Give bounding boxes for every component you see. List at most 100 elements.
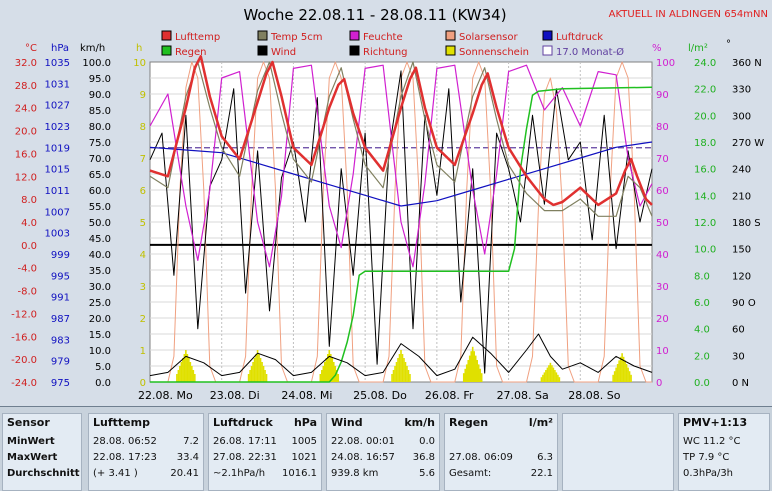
sun-tick: 0 xyxy=(140,378,146,389)
series-feuchte xyxy=(149,64,653,268)
legend: Lufttemp Temp 5cm Feuchte Solarsensor Luftdr… xyxy=(161,30,624,58)
sunshine-bar xyxy=(177,370,180,382)
info-label-max: MaxWert xyxy=(7,452,58,463)
humidity-tick: 10 xyxy=(656,346,669,357)
wind-min-time: 22.08. 00:01 xyxy=(331,436,395,447)
humidity-tick: 90 xyxy=(656,90,669,101)
legend-swatch xyxy=(161,30,172,41)
temp-tick: 16.0 xyxy=(15,149,37,160)
wind-tick: 60.0 xyxy=(89,186,111,197)
pressure-tick: 991 xyxy=(51,293,70,304)
sunshine-bar xyxy=(477,364,480,382)
wind-tick: 45.0 xyxy=(89,234,111,245)
regen-total-value: 22.1 xyxy=(530,468,553,479)
pressure-tick: 979 xyxy=(51,357,70,368)
sunshine-bar xyxy=(462,373,465,382)
sunshine-bar xyxy=(397,358,399,382)
rain-tick: 4.0 xyxy=(694,325,710,336)
sunshine-bar xyxy=(258,354,260,382)
sunshine-bar xyxy=(265,374,268,382)
sunshine-bar xyxy=(250,366,253,382)
info-sensor-column: Sensor MinWert MaxWert Durchschnitt xyxy=(2,413,82,491)
pressure-tick: 1031 xyxy=(45,79,70,90)
direction-tick: 120 xyxy=(732,271,751,282)
sunshine-bar xyxy=(176,374,178,382)
wind-max-time: 24.08. 16:57 xyxy=(331,452,395,463)
temp-tick: -8.0 xyxy=(17,287,37,298)
rain-tick: 16.0 xyxy=(694,165,716,176)
legend-label: Richtung xyxy=(363,47,408,58)
legend-label: Temp 5cm xyxy=(270,32,322,43)
wind-tick: 90.0 xyxy=(89,90,111,101)
sun-tick: 4 xyxy=(140,250,146,261)
temp-tick: 28.0 xyxy=(15,81,37,92)
sunshine-bar xyxy=(337,374,340,382)
sunshine-bar xyxy=(409,374,411,382)
pressure-tick: 1011 xyxy=(45,186,70,197)
day-label: 28.08. So xyxy=(568,389,620,402)
pressure-tick: 987 xyxy=(51,314,70,325)
humidity-tick: 20 xyxy=(656,314,669,325)
sunshine-bar xyxy=(551,365,553,382)
regen-max-time: 27.08. 06:09 xyxy=(449,452,513,463)
rain-unit-label: l/m² xyxy=(688,43,708,54)
regen-max-value: 6.3 xyxy=(537,452,553,463)
temp-tick: -16.0 xyxy=(11,332,37,343)
direction-tick: 300 xyxy=(732,111,751,122)
wind-tick: 30.0 xyxy=(89,282,111,293)
rain-tick: 24.0 xyxy=(694,58,716,69)
humidity-tick: 60 xyxy=(656,186,669,197)
info-lufttemp: Lufttemp 28.08. 06:52 7.2 22.08. 17:23 3… xyxy=(88,413,204,491)
sun-tick: 10 xyxy=(133,58,146,69)
pressure-tick: 1015 xyxy=(45,165,70,176)
sunshine-bar xyxy=(558,377,561,382)
temp-tick: -24.0 xyxy=(11,378,37,389)
temp-unit-label: °C xyxy=(25,43,37,54)
legend-label: Luftdruck xyxy=(556,32,603,43)
pmv-pressure-trend: 0.3hPa/3h xyxy=(683,468,734,479)
sunshine-bar xyxy=(329,354,332,382)
sunshine-bar xyxy=(545,370,547,382)
pressure-tick: 999 xyxy=(51,250,70,261)
wind-tick: 65.0 xyxy=(89,170,111,181)
lufttemp-max-time: 22.08. 17:23 xyxy=(93,452,157,463)
sunshine-bar xyxy=(256,350,259,382)
legend-swatch xyxy=(445,30,456,41)
rain-tick: 12.0 xyxy=(694,218,716,229)
wind-distance: 939.8 km xyxy=(331,468,379,479)
sunshine-bar xyxy=(476,360,478,382)
direction-tick: 330 xyxy=(732,85,751,96)
sun-tick: 1 xyxy=(140,346,146,357)
regen-head: Regen xyxy=(449,416,489,429)
series-luftdruck xyxy=(149,141,653,207)
direction-tick: 60 xyxy=(732,325,745,336)
info-label-sensor: Sensor xyxy=(7,416,50,429)
sunshine-bar xyxy=(552,367,555,382)
sunshine-bar xyxy=(471,346,474,382)
legend-label: 17.0 Monat-Ø xyxy=(556,46,624,58)
sunshine-bar xyxy=(621,353,623,382)
sun-tick: 7 xyxy=(140,154,146,165)
lufttemp-min-time: 28.08. 06:52 xyxy=(93,436,157,447)
sunshine-bar xyxy=(322,366,325,382)
temp-tick: 0.0 xyxy=(21,241,37,252)
info-panel: Sensor MinWert MaxWert Durchschnitt Luft… xyxy=(0,406,772,491)
info-wind: Wind km/h 22.08. 00:01 0.0 24.08. 16:57 … xyxy=(326,413,440,491)
legend-label: Sonnenschein xyxy=(459,47,529,58)
pressure-unit-label: hPa xyxy=(51,43,69,54)
wind-tick: 75.0 xyxy=(89,138,111,149)
sun-tick: 8 xyxy=(140,122,146,133)
legend-swatch xyxy=(445,45,456,56)
chart-title: Woche 22.08.11 - 28.08.11 (KW34) xyxy=(243,6,506,24)
pressure-tick: 995 xyxy=(51,271,70,282)
wind-avg-value: 5.6 xyxy=(419,468,435,479)
sunshine-bar xyxy=(404,362,407,382)
rain-tick: 22.0 xyxy=(694,85,716,96)
sunshine-bar xyxy=(185,350,187,382)
legend-swatch xyxy=(349,45,360,56)
sunshine-bar xyxy=(619,356,622,382)
pressure-tick: 1003 xyxy=(45,229,70,240)
wind-tick: 10.0 xyxy=(89,346,111,357)
day-label: 24.08. Mi xyxy=(281,389,332,402)
wind-min-value: 0.0 xyxy=(419,436,435,447)
